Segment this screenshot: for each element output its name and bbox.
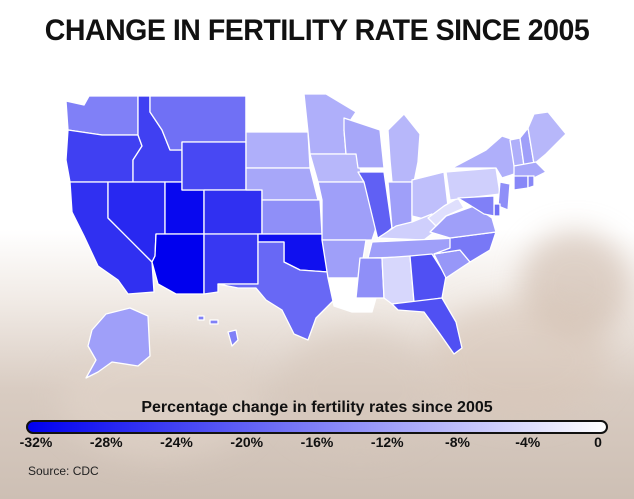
state-florida [391, 297, 463, 355]
state-rhode-island [527, 175, 535, 189]
state-michigan [387, 113, 421, 183]
legend-tick-label: -16% [300, 434, 334, 450]
source-credit: Source: CDC [28, 464, 99, 478]
state-georgia [409, 253, 447, 303]
legend-tick-label: -12% [370, 434, 404, 450]
legend-title: Percentage change in fertility rates sin… [141, 399, 493, 416]
legend-tick-label: 0 [594, 434, 602, 450]
state-washington [65, 95, 139, 136]
legend-tick-label: -4% [515, 434, 541, 450]
state-texas [217, 241, 335, 341]
state-hawaii-islands [197, 315, 219, 325]
background-blur [430, 300, 610, 420]
legend-color-scale [26, 420, 608, 434]
state-south-dakota [245, 131, 311, 169]
state-alaska [85, 307, 151, 379]
state-alabama [381, 255, 415, 305]
state-connecticut [513, 175, 529, 191]
state-regions [65, 93, 567, 379]
legend-tick-label: -28% [89, 434, 123, 450]
state-maine [527, 111, 567, 165]
state-hawaii [227, 329, 239, 347]
legend-tick-label: -24% [160, 434, 193, 450]
legend-tick-label: -32% [19, 434, 53, 450]
state-new-jersey [497, 181, 511, 211]
legend-tick-label: -8% [445, 434, 470, 450]
state-oregon [65, 129, 143, 183]
state-mississippi [355, 257, 385, 299]
state-wyoming [181, 141, 247, 191]
state-arizona [151, 233, 205, 295]
state-pennsylvania [445, 167, 501, 201]
state-indiana [387, 181, 413, 229]
state-north-carolina [433, 231, 497, 263]
state-kansas [261, 199, 323, 235]
state-massachusetts [513, 161, 547, 179]
state-wisconsin [343, 117, 385, 169]
state-west-virginia [427, 197, 465, 227]
background-blur [60, 340, 260, 460]
legend-tick-label: -20% [230, 434, 264, 450]
state-delaware [493, 203, 501, 217]
state-north-dakota [245, 93, 309, 133]
state-colorado [203, 189, 263, 235]
state-iowa [309, 153, 365, 183]
state-maryland [457, 195, 495, 217]
map-title: CHANGE IN FERTILITY RATE SINCE 2005 [44, 14, 590, 47]
